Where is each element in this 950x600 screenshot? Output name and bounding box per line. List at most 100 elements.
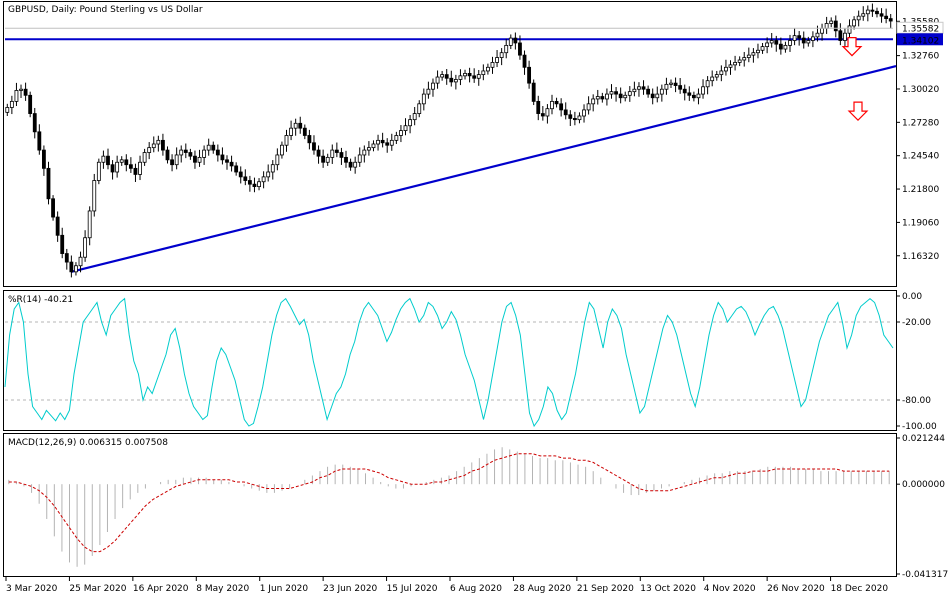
candle-body	[280, 144, 284, 156]
candle-body	[270, 164, 275, 173]
candle-body	[884, 15, 889, 20]
candle-body	[710, 76, 715, 82]
date-tick-label: 23 Jun 2020	[323, 584, 377, 594]
candle-body	[234, 165, 239, 173]
candle-body	[128, 164, 133, 169]
candle-body	[737, 59, 742, 63]
candle-body	[417, 103, 422, 114]
candle-body	[32, 113, 37, 133]
candle-body	[293, 122, 298, 129]
candle-body	[197, 156, 202, 163]
date-tick-label: 25 Mar 2020	[69, 584, 126, 594]
candle-body	[595, 96, 600, 100]
date-tick-label: 4 Nov 2020	[704, 584, 756, 594]
candle-body	[778, 43, 783, 50]
candle-body	[344, 156, 348, 163]
candle-body	[568, 114, 573, 119]
candle-body	[682, 88, 687, 94]
candle-body	[623, 94, 628, 99]
candle-body	[605, 93, 609, 100]
williams-r-line	[4, 297, 894, 428]
date-tick-label: 18 Dec 2020	[831, 584, 889, 594]
candle-body	[119, 159, 124, 163]
candle-body	[582, 109, 586, 117]
axis-layer: 1.355801.327601.300201.272801.245401.218…	[5, 17, 948, 594]
candle-body	[394, 135, 399, 141]
candle-body	[302, 127, 307, 136]
candle-body	[678, 85, 683, 90]
candle-body	[174, 154, 179, 166]
candle-body	[513, 37, 518, 44]
candle-body	[366, 147, 371, 151]
candle-body	[421, 93, 426, 105]
candle-body	[527, 66, 532, 84]
candle-body	[243, 176, 248, 181]
candle-body	[435, 76, 440, 84]
candle-body	[481, 70, 486, 76]
candle-body	[330, 149, 335, 158]
candle-body	[563, 109, 568, 116]
wr-tick-label: -100.00	[902, 422, 937, 432]
candle-body	[843, 32, 847, 41]
date-tick-label: 1 Jun 2020	[260, 584, 309, 594]
candle-body	[60, 234, 65, 254]
candle-body	[591, 98, 596, 105]
macd-tick-label: 0.021244	[902, 434, 945, 444]
candle-body	[545, 108, 550, 117]
candle-body	[865, 9, 870, 15]
candle-body	[193, 155, 197, 163]
candle-body	[399, 130, 403, 136]
candle-body	[728, 64, 733, 68]
candle-body	[847, 25, 852, 34]
candle-body	[389, 139, 394, 146]
candle-body	[531, 82, 536, 102]
candle-body	[147, 147, 152, 153]
candle-body	[133, 167, 138, 175]
candle-body	[183, 149, 188, 153]
candle-body	[444, 74, 449, 79]
macd-panel-frame	[3, 433, 897, 577]
candle-body	[257, 181, 261, 188]
candle-body	[792, 35, 797, 41]
candle-body	[334, 149, 339, 153]
candle-body	[19, 88, 23, 91]
candle-body	[307, 135, 312, 144]
candle-body	[655, 93, 660, 99]
date-tick-label: 13 Oct 2020	[640, 584, 696, 594]
candle-body	[156, 139, 161, 145]
candle-body	[659, 88, 664, 95]
candle-body	[115, 161, 120, 173]
candle-body	[321, 155, 326, 163]
candle-body	[833, 20, 838, 32]
wr-tick-label: -20.00	[902, 318, 931, 328]
macd-title: MACD(12,26,9) 0.006315 0.007508	[8, 438, 168, 448]
candle-body	[298, 122, 303, 129]
candle-body	[508, 37, 513, 46]
candle-body	[151, 143, 156, 149]
wr-tick-label: 0.00	[902, 292, 922, 302]
candle-body	[110, 164, 115, 173]
candle-body	[742, 57, 747, 61]
candle-body	[550, 100, 554, 110]
candle-body	[888, 18, 893, 22]
candle-body	[376, 139, 380, 145]
candle-body	[824, 23, 829, 29]
candle-body	[810, 36, 815, 41]
candle-body	[138, 161, 142, 175]
candle-body	[408, 119, 413, 127]
down-arrow-icon	[841, 37, 863, 57]
candle-body	[746, 54, 751, 58]
candle-body	[875, 10, 879, 15]
down-arrow-icon	[847, 101, 869, 121]
candle-body	[522, 54, 527, 68]
candle-body	[600, 96, 605, 100]
candle-body	[705, 80, 710, 88]
price-tick-label: 1.24540	[902, 152, 939, 162]
candle-body	[5, 107, 10, 113]
candle-body	[806, 40, 811, 44]
candle-body	[403, 125, 408, 132]
candle-body	[426, 88, 431, 95]
candle-body	[202, 149, 207, 158]
candle-body	[714, 74, 719, 78]
candle-body	[165, 149, 170, 161]
